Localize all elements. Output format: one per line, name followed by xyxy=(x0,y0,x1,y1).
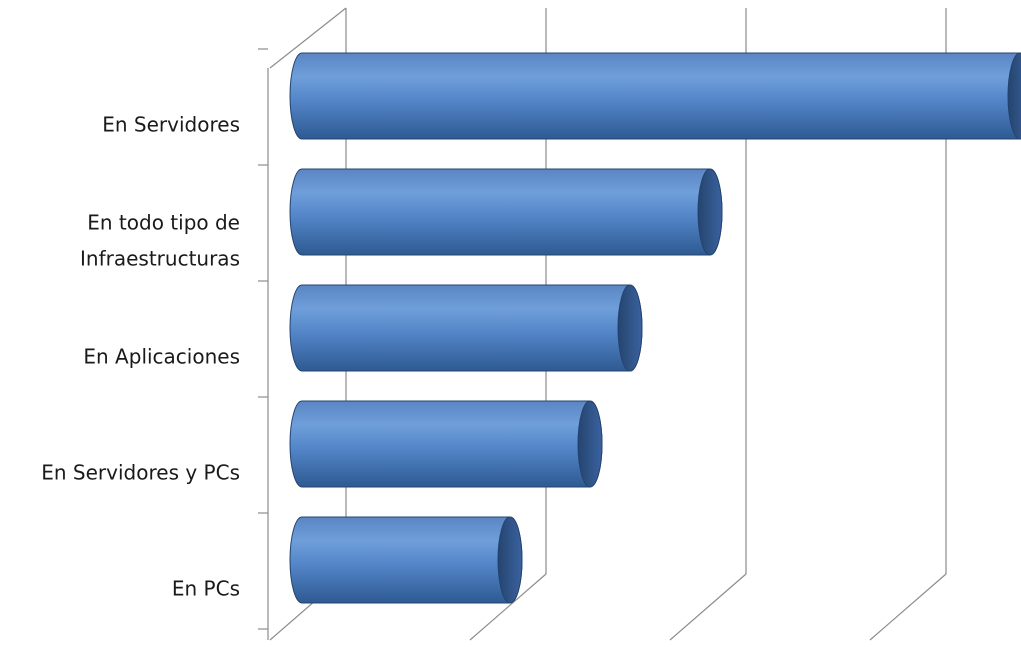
bar-end-cap xyxy=(497,516,523,604)
category-label: En todo tipo de xyxy=(87,211,240,235)
bar xyxy=(289,168,723,256)
bar xyxy=(289,284,643,372)
bar xyxy=(289,52,1021,140)
bar-end-cap xyxy=(617,284,643,372)
bar-end-cap xyxy=(697,168,723,256)
bar-body xyxy=(289,516,523,604)
bar-body xyxy=(289,284,643,372)
bar-body xyxy=(289,168,723,256)
bar xyxy=(289,400,603,488)
category-label: Infraestructuras xyxy=(80,247,240,271)
bar-body xyxy=(289,400,603,488)
bar xyxy=(289,516,523,604)
category-axis xyxy=(258,48,269,640)
category-labels: En Servidores En todo tipo de Infraestruct… xyxy=(41,113,240,601)
bars xyxy=(289,52,1021,604)
floor-gridline-20 xyxy=(669,573,747,641)
side-wall-edge xyxy=(269,7,347,69)
category-label: En Aplicaciones xyxy=(83,345,240,369)
category-label: En Servidores xyxy=(102,113,240,137)
floor-gridline-30 xyxy=(869,573,947,641)
category-label: En PCs xyxy=(172,577,240,601)
category-label: En Servidores y PCs xyxy=(41,461,240,485)
bar-end-cap xyxy=(577,400,603,488)
bar-end-cap xyxy=(1007,52,1021,140)
bar-body xyxy=(289,52,1021,140)
floor-gridline-10 xyxy=(469,573,547,641)
